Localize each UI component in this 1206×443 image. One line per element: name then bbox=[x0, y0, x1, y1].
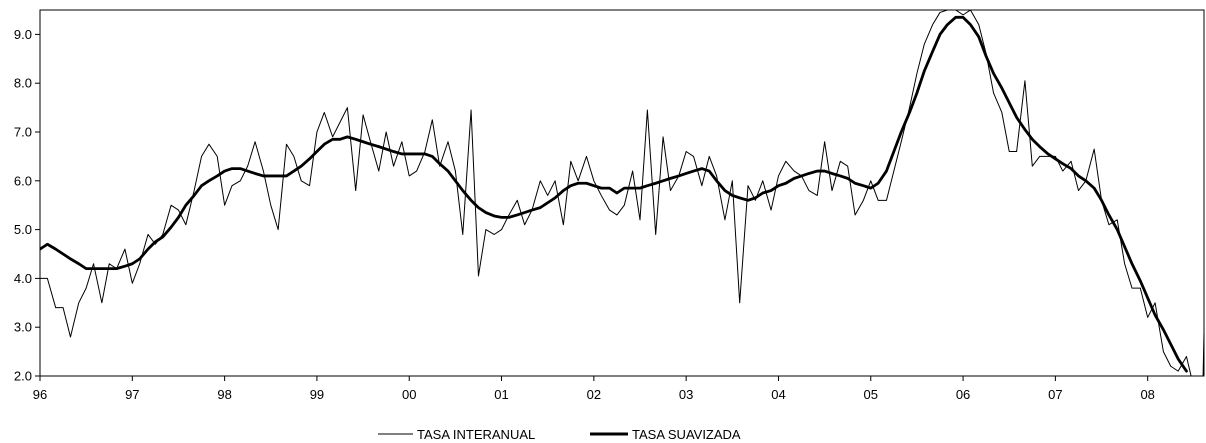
x-tick-label: 96 bbox=[33, 387, 47, 402]
legend: TASA INTERANUAL TASA SUAVIZADA bbox=[378, 427, 741, 442]
x-tick-label: 00 bbox=[402, 387, 416, 402]
y-tick-label: 8.0 bbox=[14, 76, 32, 91]
x-tick-label: 06 bbox=[956, 387, 970, 402]
series-line-tasa-interanual bbox=[40, 10, 1204, 376]
x-tick-label: 97 bbox=[125, 387, 139, 402]
plot-border bbox=[39, 9, 1205, 377]
y-tick-label: 3.0 bbox=[14, 320, 32, 335]
y-tick-label: 4.0 bbox=[14, 271, 32, 286]
x-tick-label: 02 bbox=[587, 387, 601, 402]
series-line-tasa-suavizada bbox=[40, 15, 1188, 373]
x-tick-label: 03 bbox=[679, 387, 693, 402]
series-layer bbox=[40, 10, 1204, 376]
legend-label-tasa-interanual: TASA INTERANUAL bbox=[417, 427, 535, 442]
x-axis: 96 97 98 99 00 01 02 03 04 05 06 07 08 bbox=[33, 376, 1155, 402]
y-tick-label: 5.0 bbox=[14, 222, 32, 237]
y-tick-label: 6.0 bbox=[14, 173, 32, 188]
y-tick-label: 7.0 bbox=[14, 125, 32, 140]
x-tick-label: 04 bbox=[771, 387, 785, 402]
y-tick-label: 9.0 bbox=[14, 27, 32, 42]
x-tick-label: 05 bbox=[864, 387, 878, 402]
x-tick-label: 98 bbox=[217, 387, 231, 402]
legend-label-tasa-suavizada: TASA SUAVIZADA bbox=[632, 427, 741, 442]
x-tick-label: 08 bbox=[1140, 387, 1154, 402]
x-tick-label: 01 bbox=[494, 387, 508, 402]
x-tick-label: 07 bbox=[1048, 387, 1062, 402]
plot-area bbox=[39, 9, 1205, 377]
x-tick-label: 99 bbox=[310, 387, 324, 402]
y-tick-label: 2.0 bbox=[14, 369, 32, 384]
y-axis: 2.0 3.0 4.0 5.0 6.0 7.0 8.0 9.0 bbox=[14, 27, 40, 384]
